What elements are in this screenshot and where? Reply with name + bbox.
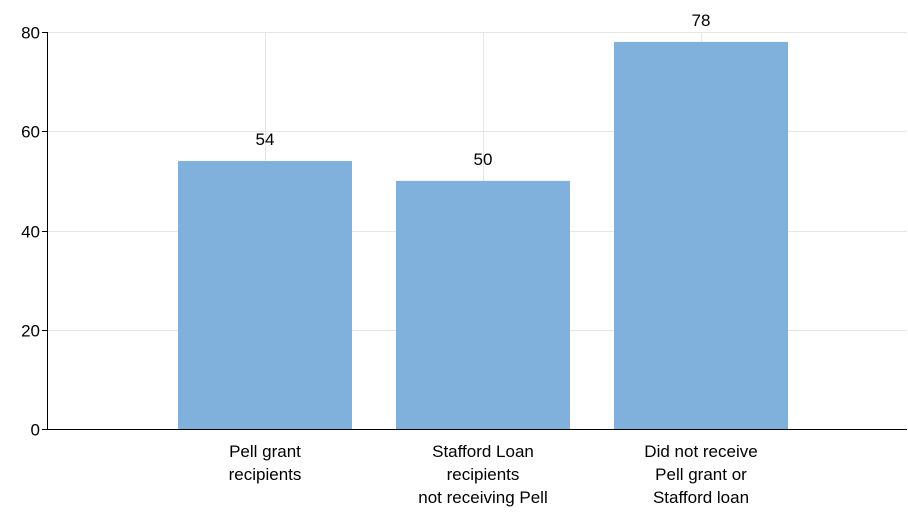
data-label: 54 <box>256 130 275 149</box>
x-tick-label: Pell grant recipients <box>229 442 302 484</box>
data-label: 50 <box>474 150 493 169</box>
x-tick-label: Stafford Loan recipients not receiving Pel… <box>418 442 547 507</box>
y-tick-label: 20 <box>21 322 40 341</box>
data-label: 78 <box>692 11 711 30</box>
bar <box>614 41 788 430</box>
x-tick-label: Did not receive Pell grant or Stafford loa… <box>644 442 757 507</box>
y-tick-label: 60 <box>21 123 40 142</box>
y-tick-label: 80 <box>21 24 40 43</box>
y-tick-label: 0 <box>31 421 40 440</box>
bar <box>396 180 570 429</box>
y-tick-label: 40 <box>21 223 40 242</box>
bar <box>178 161 352 429</box>
